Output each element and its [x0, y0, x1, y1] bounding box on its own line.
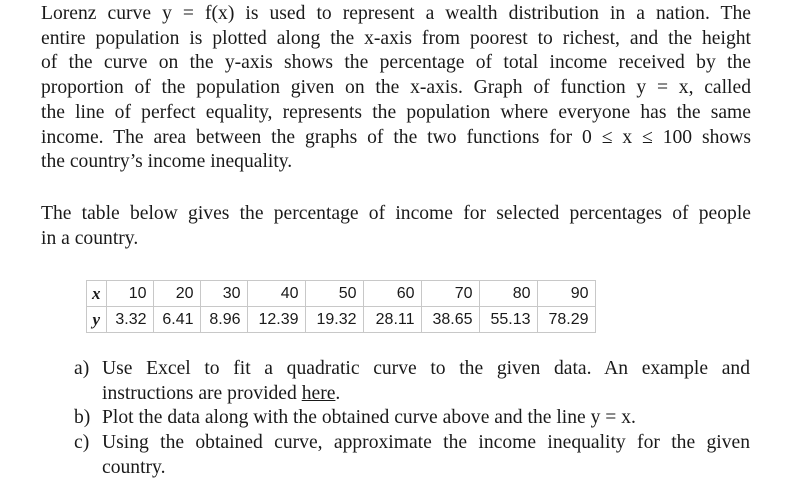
intro-line: entire population is plotted along the x…: [41, 27, 751, 49]
table-row-y: y 3.32 6.41 8.96 12.39 19.32 28.11 38.65…: [86, 306, 596, 333]
y-cell: 6.41: [152, 306, 201, 333]
task-text: instructions are provided: [102, 382, 302, 404]
x-cell: 70: [420, 280, 480, 307]
x-cell: 60: [362, 280, 422, 307]
y-cell: 19.32: [304, 306, 364, 333]
y-cell: 38.65: [420, 306, 480, 333]
x-cell: 40: [246, 280, 306, 307]
task-text-line: instructions are provided here.: [102, 382, 750, 407]
task-text: Using the obtained curve, approximate th…: [102, 432, 750, 454]
table-intro-paragraph: The table below gives the percentage of …: [41, 202, 751, 251]
y-cell: 78.29: [536, 306, 596, 333]
task-b: b) Plot the data along with the obtained…: [74, 406, 750, 431]
task-list: a) Use Excel to fit a quadratic curve to…: [74, 357, 750, 481]
y-cell: 55.13: [478, 306, 538, 333]
intro-line: income. The area between the graphs of t…: [41, 126, 751, 148]
intro-paragraph: Lorenz curve y = f(x) is used to represe…: [41, 2, 751, 175]
x-cell: 30: [199, 280, 248, 307]
task-text: .: [335, 382, 341, 404]
y-cell: 12.39: [246, 306, 306, 333]
x-header: x: [86, 280, 107, 307]
task-label: c): [74, 432, 90, 454]
x-cell: 90: [536, 280, 596, 307]
task-a: a) Use Excel to fit a quadratic curve to…: [74, 357, 750, 406]
table-intro-line: The table below gives the percentage of …: [41, 203, 751, 224]
intro-line: Lorenz curve y = f(x) is used to represe…: [41, 3, 751, 24]
intro-line: proportion of the population given on th…: [41, 77, 751, 99]
task-text: Plot the data along with the obtained cu…: [102, 407, 636, 429]
task-label: a): [74, 358, 90, 379]
y-cell: 28.11: [362, 306, 422, 333]
task-c: c) Using the obtained curve, approximate…: [74, 431, 750, 480]
instructions-link[interactable]: here: [301, 382, 336, 404]
table-row-x: x 10 20 30 40 50 60 70 80 90: [86, 280, 596, 307]
x-cell: 50: [304, 280, 364, 307]
intro-line: the line of perfect equality, represents…: [41, 101, 751, 123]
y-cell: 8.96: [199, 306, 248, 333]
task-text: country.: [102, 456, 166, 478]
table-intro-line: in a country.: [41, 227, 139, 249]
x-cell: 10: [105, 280, 154, 307]
intro-line: the country’s income inequality.: [41, 151, 293, 173]
y-header: y: [86, 306, 107, 333]
task-label: b): [74, 407, 91, 429]
y-cell: 3.32: [105, 306, 154, 333]
income-table: x 10 20 30 40 50 60 70 80 90 y 3.32 6.41…: [86, 280, 596, 333]
intro-line: of the curve on the y-axis shows the per…: [41, 52, 751, 74]
task-text: Use Excel to fit a quadratic curve to th…: [102, 358, 750, 379]
x-cell: 20: [152, 280, 201, 307]
x-cell: 80: [478, 280, 538, 307]
